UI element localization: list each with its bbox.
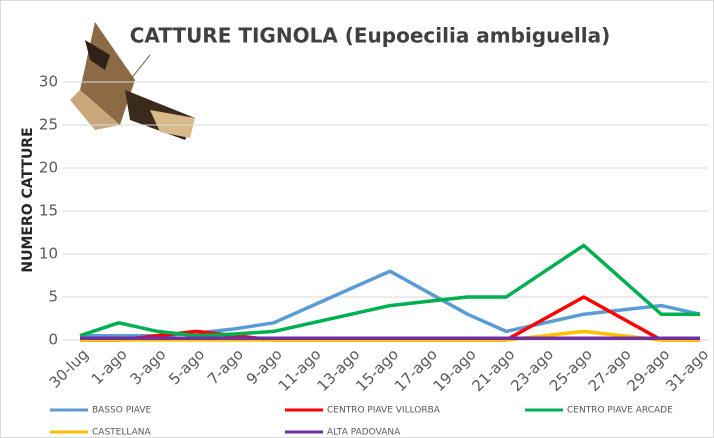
moth-illustration — [70, 22, 195, 140]
series-line — [79, 243, 700, 338]
legend-label: CENTRO PIAVE ARCADE — [567, 406, 673, 416]
y-tick-label: 10 — [39, 245, 58, 263]
y-tick-label: 20 — [39, 159, 58, 177]
y-tick-label: 30 — [39, 73, 58, 91]
legend-label: BASSO PIAVE — [92, 406, 152, 416]
y-tick-label: 15 — [39, 202, 58, 220]
y-axis-label: NUMERO CATTURE — [20, 127, 36, 272]
y-tick-label: 0 — [48, 331, 58, 349]
legend-label: CENTRO PIAVE VILLORBA — [327, 406, 441, 416]
legend-label: CASTELLANA — [92, 428, 151, 438]
legend-label: ALTA PADOVANA — [327, 428, 401, 438]
y-tick-label: 25 — [39, 116, 58, 134]
y-tick-label: 5 — [48, 288, 58, 306]
chart-title: CATTURE TIGNOLA (Eupoecilia ambiguella) — [130, 24, 611, 48]
